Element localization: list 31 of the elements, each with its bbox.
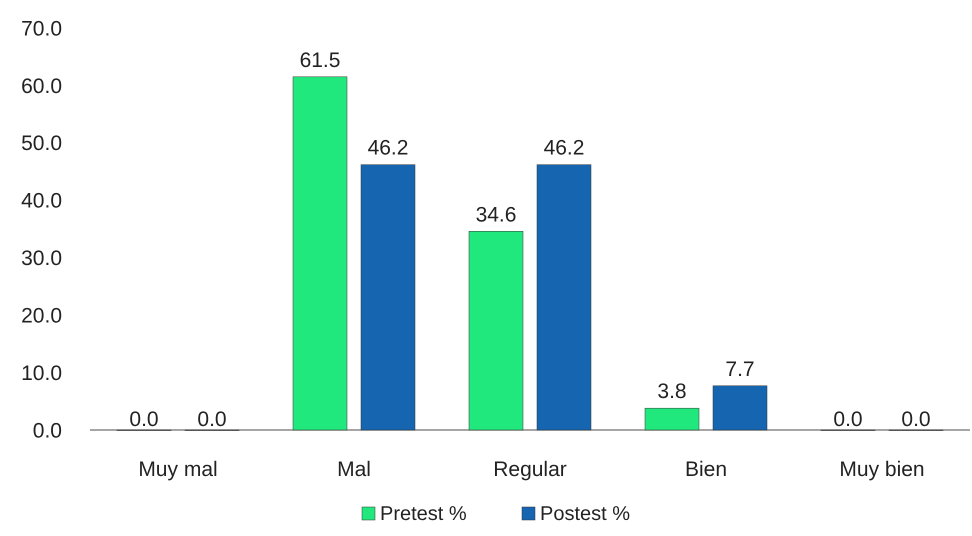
- bar: [360, 164, 416, 430]
- bar: [536, 164, 592, 430]
- y-tick-label: 10.0: [21, 362, 62, 385]
- legend-label: Pretest %: [380, 503, 467, 525]
- y-tick-label: 0.0: [32, 419, 62, 442]
- x-tick-label: Mal: [337, 458, 371, 481]
- data-label: 0.0: [901, 408, 931, 431]
- y-tick-label: 40.0: [21, 190, 62, 213]
- y-tick-label: 30.0: [21, 247, 62, 270]
- data-label: 46.2: [544, 136, 584, 160]
- bar: [644, 408, 700, 430]
- y-tick-label: 20.0: [21, 304, 62, 328]
- y-tick-label: 60.0: [21, 74, 62, 98]
- bar: [292, 76, 348, 430]
- data-label: 7.7: [725, 358, 755, 381]
- data-label: 0.0: [833, 408, 863, 431]
- x-tick-label: Muy mal: [138, 458, 218, 481]
- bar: [468, 231, 524, 430]
- data-label: 0.0: [129, 408, 159, 431]
- data-label: 3.8: [657, 380, 687, 404]
- bar: [712, 386, 768, 430]
- x-tick-label: Regular: [493, 458, 567, 481]
- data-label: 34.6: [476, 203, 516, 226]
- x-tick-label: Bien: [684, 458, 728, 481]
- x-tick-label: Muy bien: [839, 458, 925, 481]
- data-label: 0.0: [197, 408, 227, 431]
- data-label: 46.2: [368, 136, 408, 160]
- y-tick-label: 70.0: [21, 17, 62, 40]
- y-tick-label: 50.0: [21, 132, 62, 156]
- legend-label: Postest %: [540, 503, 630, 525]
- data-label: 61.5: [300, 48, 340, 72]
